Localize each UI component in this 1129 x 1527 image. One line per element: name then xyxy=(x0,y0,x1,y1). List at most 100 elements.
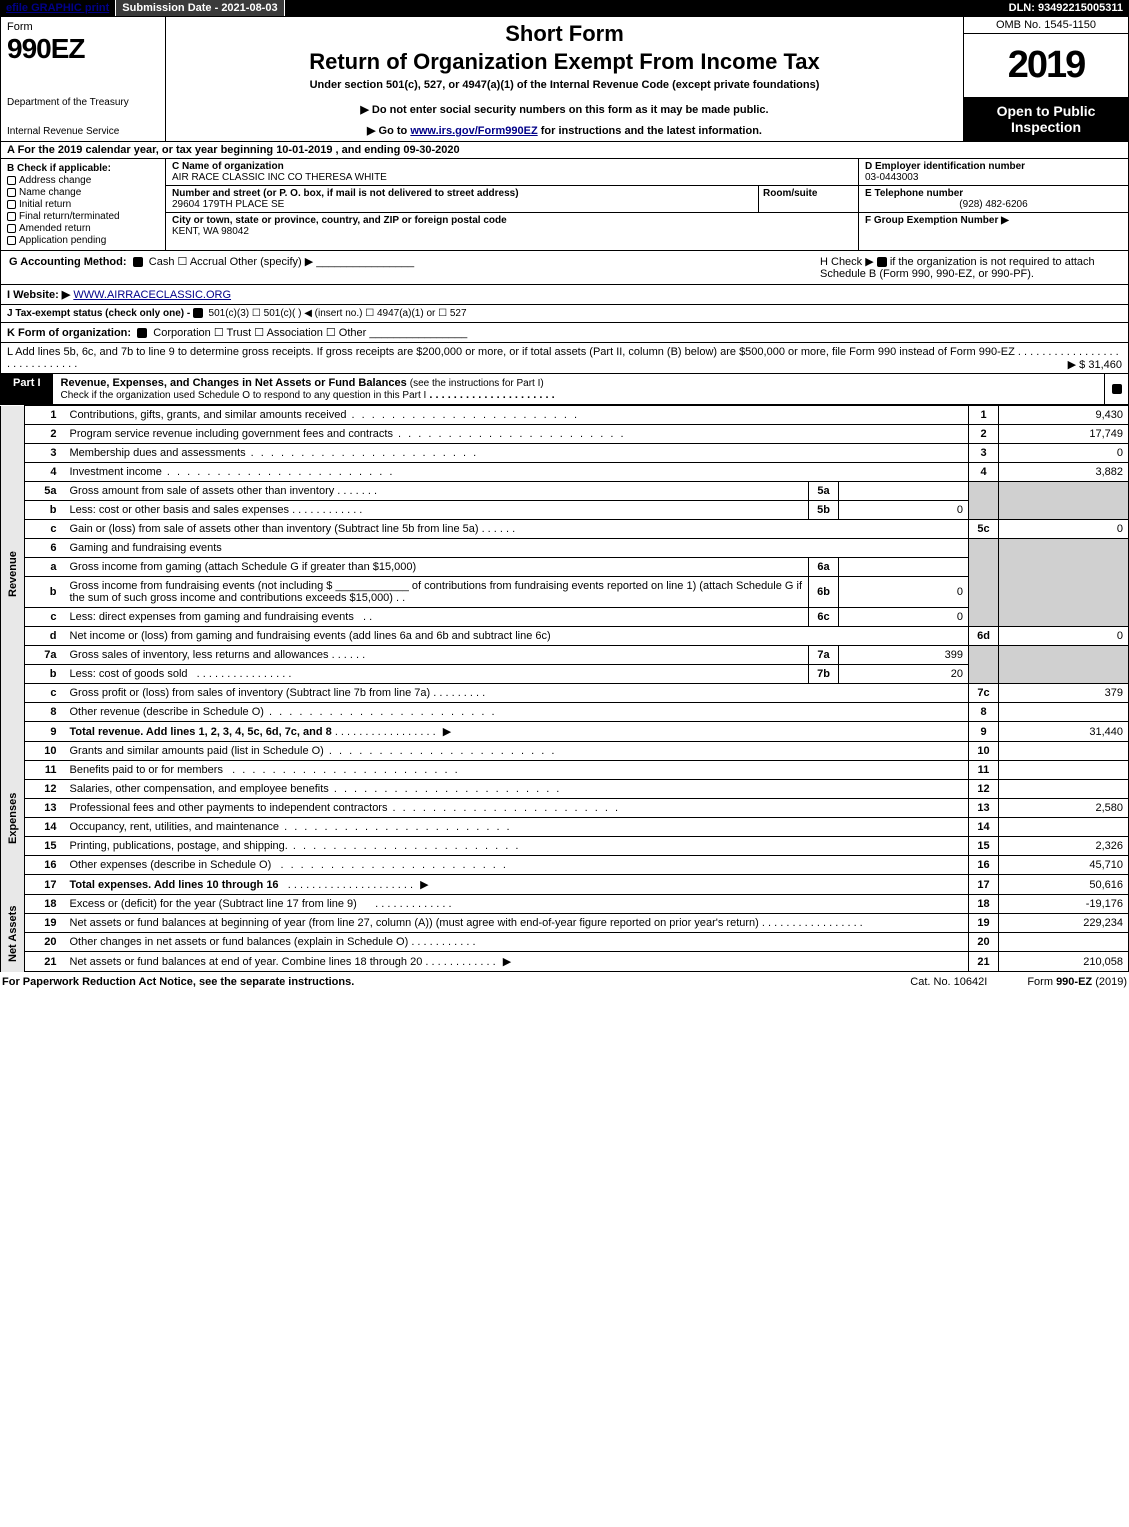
shade-6-val xyxy=(999,539,1129,627)
line-7c-ref: 7c xyxy=(969,684,999,703)
part-1-schedule-o-check[interactable] xyxy=(1104,374,1128,404)
chk-initial-return[interactable]: Initial return xyxy=(7,199,159,210)
line-1-desc: Contributions, gifts, grants, and simila… xyxy=(65,406,969,425)
line-10-num: 10 xyxy=(25,742,65,761)
part-1-check-text: Check if the organization used Schedule … xyxy=(61,390,427,401)
part-1-tag: Part I xyxy=(1,374,53,404)
line-9-ref: 9 xyxy=(969,722,999,742)
efile-print-button[interactable]: efile GRAPHIC print xyxy=(0,0,116,16)
chk-address-change[interactable]: Address change xyxy=(7,175,159,186)
line-4-ref: 4 xyxy=(969,463,999,482)
paperwork-notice: For Paperwork Reduction Act Notice, see … xyxy=(2,976,870,988)
col-def: D Employer identification number 03-0443… xyxy=(858,159,1128,250)
tax-year: 2019 xyxy=(964,34,1128,97)
form-ref-bold: 990-EZ xyxy=(1056,976,1092,988)
line-7a-val: 399 xyxy=(839,646,969,665)
chk-amended-return[interactable]: Amended return xyxy=(7,223,159,234)
part-1-table: Revenue 1 Contributions, gifts, grants, … xyxy=(0,405,1129,972)
line-11-num: 11 xyxy=(25,761,65,780)
form-word: Form xyxy=(7,21,159,33)
chk-501c3[interactable] xyxy=(193,308,203,318)
chk-cash[interactable] xyxy=(133,257,143,267)
chk-schedule-b[interactable] xyxy=(877,257,887,267)
accounting-method-label: G Accounting Method: xyxy=(9,256,127,268)
line-9-val: 31,440 xyxy=(999,722,1129,742)
h-pre: H Check ▶ xyxy=(820,256,877,268)
line-7c-num: c xyxy=(25,684,65,703)
line-11-ref: 11 xyxy=(969,761,999,780)
line-14-num: 14 xyxy=(25,818,65,837)
dln: DLN: 93492215005311 xyxy=(1003,0,1129,16)
line-5b-ref: 5b xyxy=(809,501,839,520)
line-3-val: 0 xyxy=(999,444,1129,463)
line-10-val xyxy=(999,742,1129,761)
street-label: Number and street (or P. O. box, if mail… xyxy=(172,188,519,199)
part-1-sub: (see the instructions for Part I) xyxy=(410,378,544,389)
line-16-val: 45,710 xyxy=(999,856,1129,875)
line-14-ref: 14 xyxy=(969,818,999,837)
line-17-desc: Total expenses. Add lines 10 through 16 … xyxy=(65,875,969,895)
header-center: Short Form Return of Organization Exempt… xyxy=(166,17,963,141)
short-form-title: Short Form xyxy=(174,21,955,47)
row-h: H Check ▶ if the organization is not req… xyxy=(820,255,1120,280)
line-16-num: 16 xyxy=(25,856,65,875)
line-19-desc: Net assets or fund balances at beginning… xyxy=(65,914,969,933)
line-2-num: 2 xyxy=(25,425,65,444)
line-5c-ref: 5c xyxy=(969,520,999,539)
city-state-zip: KENT, WA 98042 xyxy=(172,226,249,237)
tax-exempt-label: J Tax-exempt status (check only one) - xyxy=(7,308,193,319)
row-l-gross-receipts: L Add lines 5b, 6c, and 7b to line 9 to … xyxy=(0,343,1129,374)
line-8-num: 8 xyxy=(25,703,65,722)
chk-corporation[interactable] xyxy=(137,328,147,338)
tax-exempt-opts: 501(c)(3) ☐ 501(c)( ) ◀ (insert no.) ☐ 4… xyxy=(209,308,467,319)
line-21-ref: 21 xyxy=(969,952,999,972)
line-2-val: 17,749 xyxy=(999,425,1129,444)
goto-instructions: ▶ Go to www.irs.gov/Form990EZ for instru… xyxy=(174,124,955,137)
line-6b-desc: Gross income from fundraising events (no… xyxy=(65,577,809,608)
line-5a-val xyxy=(839,482,969,501)
line-15-desc: Printing, publications, postage, and shi… xyxy=(65,837,969,856)
info-box: B Check if applicable: Address change Na… xyxy=(0,159,1129,251)
line-6d-val: 0 xyxy=(999,627,1129,646)
line-5a-ref: 5a xyxy=(809,482,839,501)
chk-final-return[interactable]: Final return/terminated xyxy=(7,211,159,222)
row-k-form-org: K Form of organization: Corporation ☐ Tr… xyxy=(0,323,1129,343)
website-link[interactable]: WWW.AIRRACECLASSIC.ORG xyxy=(73,289,231,301)
line-5b-val: 0 xyxy=(839,501,969,520)
line-11-val xyxy=(999,761,1129,780)
line-7c-val: 379 xyxy=(999,684,1129,703)
org-name-label: C Name of organization xyxy=(172,161,284,172)
chk-application-pending[interactable]: Application pending xyxy=(7,235,159,246)
room-label: Room/suite xyxy=(763,188,817,199)
ein-value: 03-0443003 xyxy=(865,172,918,183)
line-9-desc: Total revenue. Add lines 1, 2, 3, 4, 5c,… xyxy=(65,722,969,742)
line-6-desc: Gaming and fundraising events xyxy=(65,539,969,558)
line-15-num: 15 xyxy=(25,837,65,856)
shade-7 xyxy=(969,646,999,684)
submission-date: Submission Date - 2021-08-03 xyxy=(116,0,284,16)
line-20-desc: Other changes in net assets or fund bala… xyxy=(65,933,969,952)
line-6c-ref: 6c xyxy=(809,608,839,627)
line-21-num: 21 xyxy=(25,952,65,972)
line-6a-desc: Gross income from gaming (attach Schedul… xyxy=(65,558,809,577)
line-6c-num: c xyxy=(25,608,65,627)
col-c-org-info: C Name of organization AIR RACE CLASSIC … xyxy=(166,159,858,250)
line-3-num: 3 xyxy=(25,444,65,463)
line-18-num: 18 xyxy=(25,895,65,914)
line-14-val xyxy=(999,818,1129,837)
line-16-desc: Other expenses (describe in Schedule O) xyxy=(65,856,969,875)
line-6b-ref: 6b xyxy=(809,577,839,608)
line-20-num: 20 xyxy=(25,933,65,952)
line-1-ref: 1 xyxy=(969,406,999,425)
line-2-desc: Program service revenue including govern… xyxy=(65,425,969,444)
irs-link[interactable]: www.irs.gov/Form990EZ xyxy=(410,125,537,137)
line-9-num: 9 xyxy=(25,722,65,742)
line-5c-desc: Gain or (loss) from sale of assets other… xyxy=(65,520,969,539)
line-13-num: 13 xyxy=(25,799,65,818)
chk-name-change[interactable]: Name change xyxy=(7,187,159,198)
line-7c-desc: Gross profit or (loss) from sales of inv… xyxy=(65,684,969,703)
line-16-ref: 16 xyxy=(969,856,999,875)
header-left: Form 990EZ Department of the Treasury In… xyxy=(1,17,166,141)
revenue-section-label: Revenue xyxy=(1,406,25,742)
line-20-ref: 20 xyxy=(969,933,999,952)
